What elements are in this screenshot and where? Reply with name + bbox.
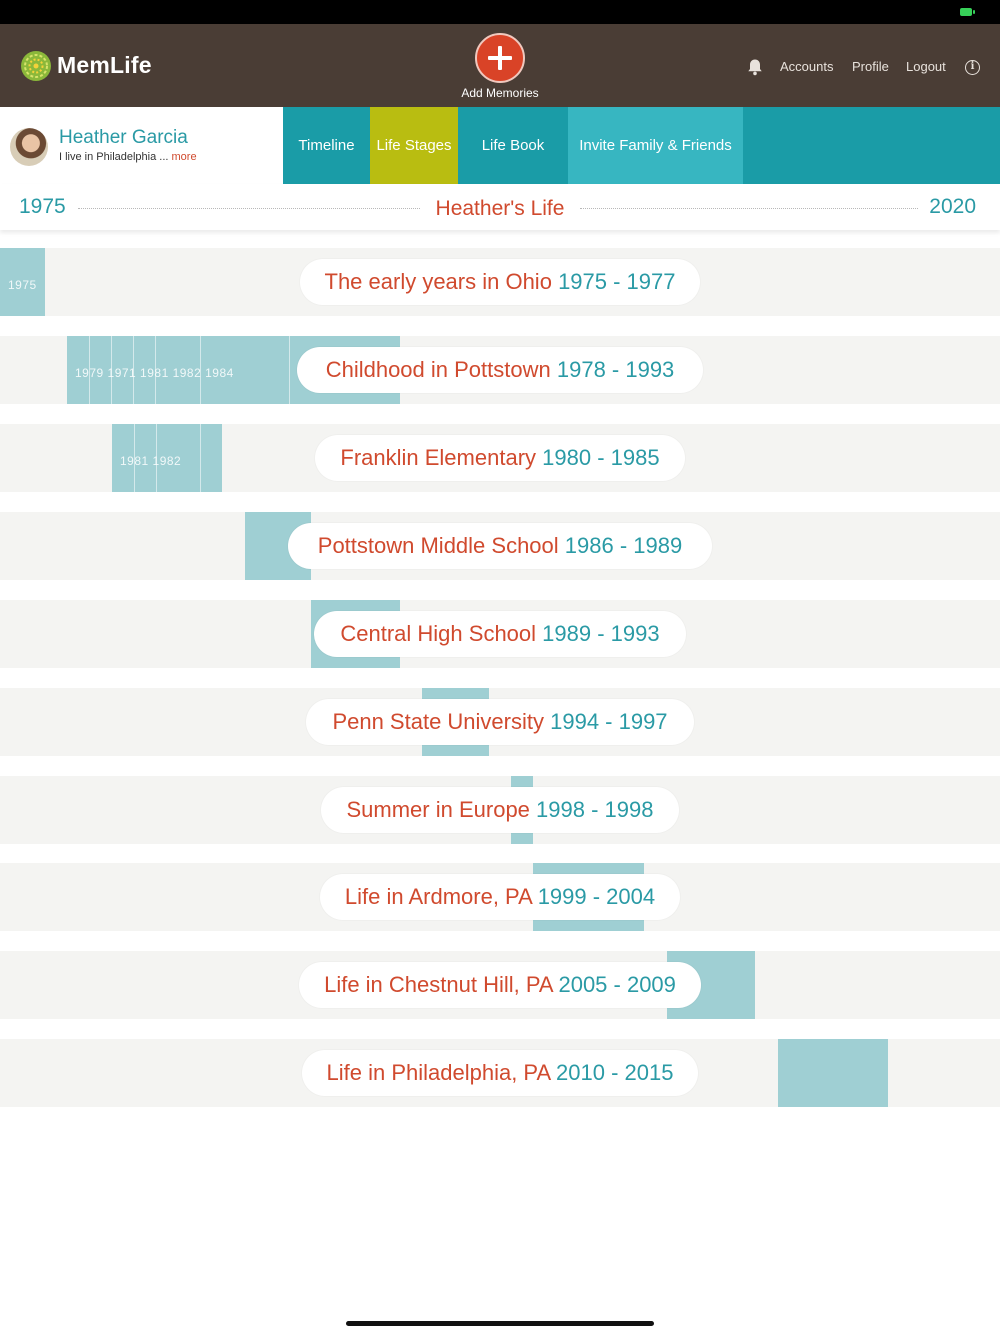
stage-name: The early years in Ohio bbox=[324, 269, 552, 294]
stage-years: 2005 - 2009 bbox=[558, 972, 676, 997]
stage-bar-text: 1979 1971 1981 1982 1984 bbox=[75, 366, 234, 380]
stage-name: Franklin Elementary bbox=[340, 445, 537, 470]
profile-link[interactable]: Profile bbox=[852, 59, 889, 74]
profile-card: Heather Garcia I live in Philadelphia ..… bbox=[0, 107, 283, 184]
timeline-divider-left bbox=[78, 208, 420, 209]
stage-bar-tick bbox=[289, 336, 290, 404]
stage-pill[interactable]: Pottstown Middle School 1986 - 1989 bbox=[288, 523, 712, 569]
stage-bar[interactable]: 1981 1982 bbox=[112, 424, 222, 492]
stage-bar-tick bbox=[155, 336, 156, 404]
stage-bar[interactable] bbox=[778, 1039, 888, 1107]
stage-name: Central High School bbox=[340, 621, 537, 646]
logout-link[interactable]: Logout bbox=[906, 59, 946, 74]
stage-pill[interactable]: Franklin Elementary 1980 - 1985 bbox=[315, 435, 685, 481]
stage-years: 1975 - 1977 bbox=[558, 269, 676, 294]
stage-years: 1978 - 1993 bbox=[556, 357, 675, 382]
main-tabs: Timeline Life Stages Life Book Invite Fa… bbox=[283, 107, 1000, 184]
add-memories-button[interactable] bbox=[475, 33, 525, 83]
stage-bar-tick bbox=[134, 424, 135, 492]
stage-row: 1981 1982 Franklin Elementary 1980 - 198… bbox=[0, 424, 1000, 492]
stage-name: Life in Philadelphia, PA bbox=[326, 1060, 550, 1085]
stage-bar-tick bbox=[156, 424, 157, 492]
stage-years: 1980 - 1985 bbox=[542, 445, 660, 470]
battery-icon bbox=[960, 8, 972, 16]
stage-years: 1999 - 2004 bbox=[537, 884, 656, 909]
stage-pill[interactable]: Penn State University 1994 - 1997 bbox=[306, 699, 694, 745]
timeline-title: Heather's Life bbox=[420, 197, 580, 221]
add-memories-label[interactable]: Add Memories bbox=[461, 86, 539, 100]
top-bar: MemLife Add Memories Accounts Profile Lo… bbox=[0, 24, 1000, 107]
stage-pill[interactable]: Summer in Europe 1998 - 1998 bbox=[321, 787, 679, 833]
stage-row: Summer in Europe 1998 - 1998 bbox=[0, 776, 1000, 844]
accounts-link[interactable]: Accounts bbox=[780, 59, 834, 74]
stage-bar-tick bbox=[200, 336, 201, 404]
tab-life-stages[interactable]: Life Stages bbox=[370, 107, 458, 184]
home-indicator[interactable] bbox=[346, 1321, 654, 1326]
stage-years: 1986 - 1989 bbox=[564, 533, 683, 558]
more-link[interactable]: more bbox=[171, 151, 197, 163]
timeline-divider-right bbox=[580, 208, 918, 209]
timeline-end-year: 2020 bbox=[929, 195, 976, 218]
stage-name: Life in Ardmore, PA bbox=[344, 884, 532, 909]
stage-pill[interactable]: The early years in Ohio 1975 - 1977 bbox=[300, 259, 700, 305]
stage-pill[interactable]: Life in Philadelphia, PA 2010 - 2015 bbox=[302, 1050, 698, 1096]
stage-bar-text: 1975 bbox=[8, 278, 37, 292]
stage-years: 2010 - 2015 bbox=[556, 1060, 674, 1085]
stage-row: Life in Philadelphia, PA 2010 - 2015 bbox=[0, 1039, 1000, 1107]
stage-years: 1998 - 1998 bbox=[536, 797, 654, 822]
tab-timeline[interactable]: Timeline bbox=[298, 137, 355, 154]
tab-invite-family-friends[interactable]: Invite Family & Friends bbox=[568, 107, 743, 184]
timeline-header: 1975 Heather's Life 2020 bbox=[0, 184, 1000, 230]
stage-name: Penn State University bbox=[332, 709, 544, 734]
stage-row: 1979 1971 1981 1982 1984 Childhood in Po… bbox=[0, 336, 1000, 404]
bell-icon[interactable] bbox=[746, 58, 764, 76]
status-bar bbox=[0, 0, 1000, 24]
stage-row: Life in Ardmore, PA 1999 - 2004 bbox=[0, 863, 1000, 931]
stage-bar-tick bbox=[111, 336, 112, 404]
stage-row: Life in Chestnut Hill, PA 2005 - 2009 bbox=[0, 951, 1000, 1019]
stage-row: 1975 The early years in Ohio 1975 - 1977 bbox=[0, 248, 1000, 316]
profile-bio: I live in Philadelphia ... more bbox=[59, 151, 197, 163]
stage-row: Central High School 1989 - 1993 bbox=[0, 600, 1000, 668]
battery-tip bbox=[973, 10, 975, 14]
tab-life-book[interactable]: Life Book bbox=[481, 137, 545, 154]
stage-bar[interactable]: 1975 bbox=[0, 248, 45, 316]
profile-bio-text: I live in Philadelphia ... bbox=[59, 151, 172, 163]
stage-bar-tick bbox=[200, 424, 201, 492]
stage-row: Pottstown Middle School 1986 - 1989 bbox=[0, 512, 1000, 580]
memlife-logo-icon bbox=[21, 51, 51, 81]
stage-row: Penn State University 1994 - 1997 bbox=[0, 688, 1000, 756]
stage-pill[interactable]: Central High School 1989 - 1993 bbox=[314, 611, 686, 657]
stage-pill[interactable]: Life in Ardmore, PA 1999 - 2004 bbox=[320, 874, 680, 920]
stage-years: 1994 - 1997 bbox=[550, 709, 668, 734]
stage-bar-text: 1981 1982 bbox=[120, 454, 182, 468]
stage-name: Pottstown Middle School bbox=[317, 533, 559, 558]
stage-bar-tick bbox=[89, 336, 90, 404]
avatar[interactable] bbox=[10, 128, 48, 166]
stage-name: Childhood in Pottstown bbox=[325, 357, 551, 382]
profile-name[interactable]: Heather Garcia bbox=[59, 127, 188, 148]
stage-name: Life in Chestnut Hill, PA bbox=[324, 972, 553, 997]
stage-bar-tick bbox=[133, 336, 134, 404]
info-icon[interactable]: i bbox=[965, 60, 980, 75]
timeline-start-year: 1975 bbox=[19, 195, 66, 218]
stage-years: 1989 - 1993 bbox=[542, 621, 660, 646]
stage-pill[interactable]: Life in Chestnut Hill, PA 2005 - 2009 bbox=[299, 962, 701, 1008]
app-name: MemLife bbox=[57, 52, 152, 78]
stage-pill[interactable]: Childhood in Pottstown 1978 - 1993 bbox=[297, 347, 703, 393]
stage-name: Summer in Europe bbox=[346, 797, 530, 822]
